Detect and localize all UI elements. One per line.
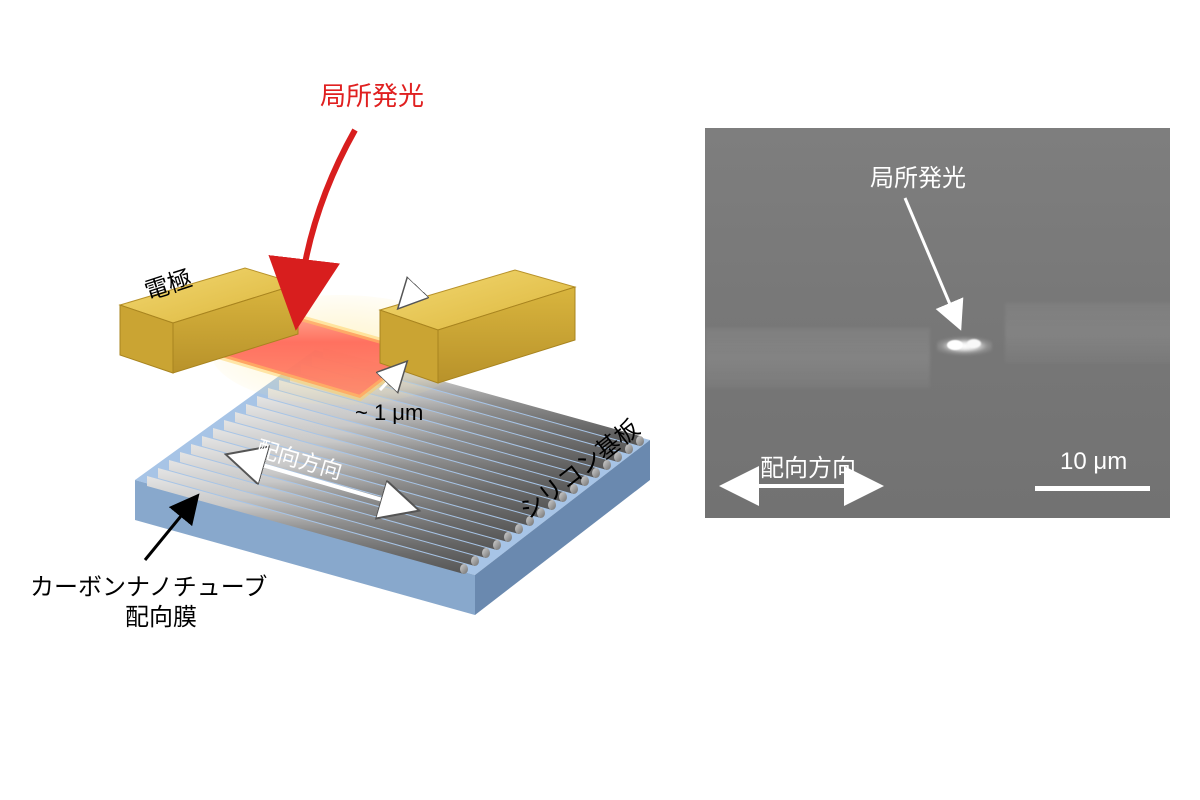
sem-emission-core (947, 340, 963, 350)
local-emission-label: 局所発光 (320, 81, 424, 111)
sem-emission-glow (937, 336, 992, 356)
sem-image-panel: 局所発光 配向方向 10 μm (705, 128, 1170, 518)
sem-local-emission-label: 局所発光 (870, 158, 966, 193)
cnt-film-label-line1: カーボンナノチューブ (30, 574, 267, 601)
gap-width-label: ~ 1 μm (355, 400, 423, 425)
sem-scale-bar-label: 10 μm (1060, 448, 1127, 476)
schematic-3d: 局所発光 電極 ~ 1 μm 配向方向 シリコン基板 カーボンナノチューブ 配向… (30, 50, 730, 750)
sem-right-electrode-band (1005, 303, 1170, 363)
sem-alignment-direction-label: 配向方向 (760, 448, 856, 483)
sem-scale-bar (1035, 486, 1150, 491)
sem-emission-core-2 (967, 339, 981, 348)
sem-left-electrode-band (705, 328, 930, 388)
electrode-right (380, 270, 575, 383)
emission-red-arrow (300, 130, 355, 295)
cnt-film-label-line2: 配向膜 (125, 604, 197, 631)
figure-container: 局所発光 電極 ~ 1 μm 配向方向 シリコン基板 カーボンナノチューブ 配向… (0, 0, 1200, 800)
